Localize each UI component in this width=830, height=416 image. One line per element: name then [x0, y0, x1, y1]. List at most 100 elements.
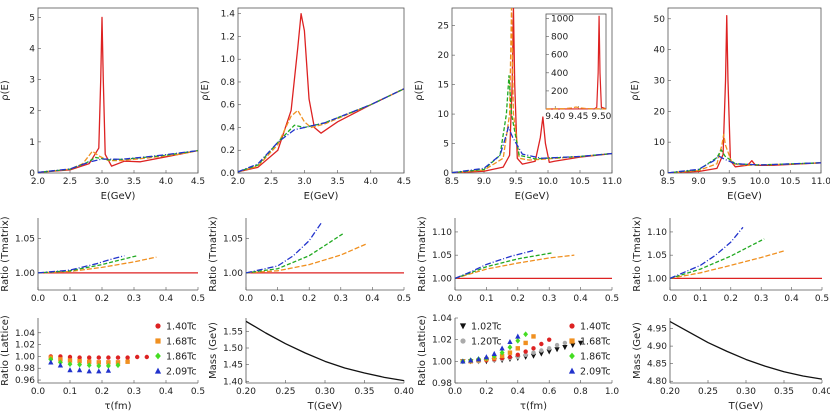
x-tick-label: 9.0	[477, 177, 492, 187]
y-tick-label: 1.10	[647, 228, 667, 238]
y-tick-label: 0.4	[221, 123, 236, 133]
data-point	[523, 340, 528, 346]
data-point	[96, 360, 101, 365]
legend-marker	[154, 367, 162, 374]
x-tick-label: 3.5	[330, 177, 344, 187]
series-1-68tc-line	[38, 256, 157, 274]
data-point	[554, 342, 560, 348]
y-axis-label: Ratio (Lattice)	[0, 315, 11, 386]
data-point	[507, 338, 513, 345]
x-tick-label: 8.5	[445, 177, 459, 187]
series-1-68tc-line	[455, 254, 575, 280]
x-tick-label: 0.30	[315, 387, 335, 397]
legend-label: 2.09Tc	[166, 367, 197, 378]
x-tick-label: 4.0	[159, 177, 174, 187]
x-tick-label: 0.5	[815, 294, 829, 304]
y-tick-label: 1.00	[15, 352, 35, 362]
y-tick-label: 4	[29, 44, 35, 54]
x-tick-label: 0.1	[479, 294, 493, 304]
x-tick-label: 2.5	[63, 177, 77, 187]
y-tick-label: 1	[29, 138, 35, 148]
data-point	[460, 358, 466, 364]
data-point	[530, 353, 537, 359]
x-tick-label: 0.4	[573, 294, 588, 304]
data-point	[67, 358, 73, 363]
chart-panel-p1: 2.0 2.5 3.0 3.5 4.0 4.5 0 1 2 3 4 5 E(GeV) ρ(E)	[0, 7, 205, 202]
series-2-09tc-line	[670, 226, 744, 279]
series-1-68tc-line	[246, 243, 367, 274]
series-1-86tc-line	[670, 238, 765, 280]
data-point	[77, 355, 82, 360]
data-point	[562, 340, 568, 346]
data-point	[577, 340, 584, 346]
data-point	[507, 350, 513, 355]
legend-marker	[568, 367, 576, 374]
x-tick-label: 0.2	[479, 387, 493, 397]
plot-frame	[37, 7, 199, 174]
data-point	[547, 337, 552, 342]
data-point	[48, 356, 54, 363]
series-2-09tc	[460, 333, 521, 364]
y-tick-label: 0.96	[15, 376, 35, 386]
x-tick-label: 10.0	[750, 177, 770, 187]
y-tick-label: 1.50	[223, 344, 243, 354]
series-1-86tc-line	[38, 149, 198, 173]
plot-frame	[667, 7, 822, 174]
y-tick-label: 10	[438, 110, 450, 120]
inset-y-tick-label: 400	[551, 69, 568, 79]
y-tick-label: 1.10	[432, 228, 452, 238]
inset-x-tick-label: 9.45	[568, 112, 588, 122]
series-2-09tc-line	[238, 88, 404, 173]
y-tick-label: 0.98	[15, 364, 35, 374]
y-tick-label: 1.00	[432, 274, 452, 284]
legend-marker	[569, 352, 575, 360]
data-point	[507, 344, 513, 351]
legend: 1.02Tc 1.20Tc 1.40Tc 1.68Tc 1.86Tc 2.09Tc	[459, 322, 611, 378]
data-point	[507, 354, 513, 360]
x-tick-label: 0.4	[365, 294, 380, 304]
y-tick-label: 4.85	[647, 360, 667, 370]
x-tick-label: 0.4	[159, 387, 174, 397]
data-point	[547, 346, 552, 351]
y-tick-label: 1.45	[223, 361, 243, 371]
data-point	[515, 352, 520, 358]
x-tick-label: 0.35	[774, 387, 794, 397]
legend-marker	[459, 323, 467, 330]
x-axis-label: E(GeV)	[727, 191, 762, 202]
series-1-68tc-line	[238, 88, 404, 173]
data-point	[570, 342, 576, 348]
inset-y-tick-label: 800	[551, 33, 568, 43]
series-1-86tc-line	[238, 88, 404, 173]
inset-frame	[545, 13, 607, 110]
data-point	[483, 354, 490, 360]
data-point	[67, 354, 73, 360]
data-point	[515, 333, 521, 339]
y-tick-label: 1.02	[432, 336, 452, 346]
x-tick-label: 0.20	[236, 387, 256, 397]
x-tick-label: 0.2	[95, 387, 109, 397]
y-axis-label: Mass (GeV)	[208, 322, 219, 379]
x-tick-label: 2.0	[31, 177, 46, 187]
series-1-68tc-line	[670, 249, 786, 280]
y-axis-label: ρ(E)	[414, 80, 425, 101]
chart-panel-p9: 0.0 0.1 0.2 0.3 0.4 0.5 0.96 0.98 1.001.02 1.04 τ(…	[0, 315, 205, 412]
chart-panel-p3: 8.5 9.0 9.5 10.0 10.5 11.0 0 5 10 15 20 25 E(GeV) ρ(E…	[414, 7, 622, 202]
legend-marker	[155, 338, 161, 344]
data-point	[523, 331, 529, 338]
data-point	[105, 367, 112, 373]
y-tick-label: 20	[654, 107, 666, 117]
x-tick-label: 0.35	[354, 387, 374, 397]
chart-panel-p7: 0.0 0.1 0.2 0.3 0.4 0.5 1.00 1.05 1.10 Ratio (Tma…	[417, 216, 619, 304]
x-tick-label: 2.5	[264, 177, 278, 187]
chart-panel-p11: 0.0 0.2 0.4 0.6 0.8 1.0 0.98 1.00 1.02 1.04 τ(fm) R…	[417, 314, 619, 412]
data-point	[77, 361, 83, 368]
y-tick-label: 4.80	[647, 377, 667, 387]
x-tick-label: 0.0	[31, 387, 46, 397]
y-tick-label: 1.00	[223, 269, 243, 279]
y-tick-label: 15	[438, 81, 449, 91]
data-point	[539, 348, 544, 353]
series-1-40tc-line	[668, 15, 821, 173]
x-tick-label: 0.20	[660, 387, 680, 397]
y-tick-label: 4.90	[647, 342, 667, 352]
x-axis-label: E(GeV)	[515, 191, 550, 202]
